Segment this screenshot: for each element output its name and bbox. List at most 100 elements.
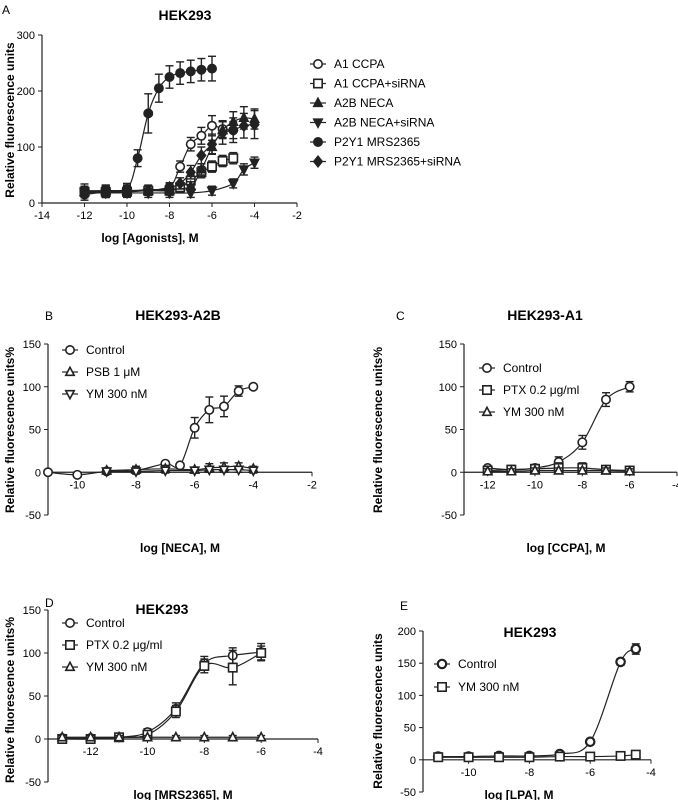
data-point [143,108,154,119]
legend-label: A1 CCPA+siRNA [334,77,425,91]
data-point [121,184,133,198]
legend-label: PTX 0.2 μg/ml [86,638,162,652]
chart-title: HEK293-A1 [507,307,583,323]
series-2 [56,730,267,742]
x-tick-label: -6 [190,479,200,491]
data-point [130,467,142,478]
x-tick-label: -4 [646,767,656,779]
data-point [203,465,215,477]
data-point [433,752,444,763]
y-tick-label: 0 [29,198,35,210]
data-point [164,72,175,83]
panel-label: A [2,3,10,17]
legend-marker [312,155,324,168]
x-tick-label: -8 [525,767,535,779]
series-0 [57,642,267,744]
y-tick-label: 0 [410,755,416,767]
data-point [185,139,196,150]
data-point [198,730,210,742]
data-point [482,464,494,476]
x-tick-label: -4 [248,479,258,491]
legend-marker [65,344,76,355]
data-point [256,647,267,658]
x-tick-label: -8 [199,746,209,758]
x-tick-label: -12 [83,746,99,758]
legend-label: YM 300 nM [503,405,564,419]
data-point [199,660,210,671]
x-tick-label: -2 [292,210,302,222]
legend-label: Control [458,657,497,671]
x-tick-label: -4 [672,479,678,491]
data-point [56,730,68,742]
legend: Control PTX 0.2 μg/ml YM 300 nM [62,616,162,674]
y-tick-label: -50 [441,510,457,522]
legend-label: A2B NECA+siRNA [334,116,434,130]
x-tick-label: -8 [131,479,141,491]
x-tick-label: -4 [250,210,260,222]
data-point [238,119,250,133]
y-tick-label: 100 [398,690,416,702]
data-point [218,465,230,477]
data-point [577,437,588,448]
x-tick-label: -10 [140,746,156,758]
data-point [248,381,259,392]
legend-marker [312,58,323,69]
data-point [159,466,171,477]
data-point [185,66,196,77]
legend-label: A2B NECA [334,96,393,110]
legend: Control PSB 1 μM YM 300 nM [62,343,147,401]
y-tick-label: 200 [398,626,416,638]
data-point [72,469,83,480]
legend: A1 CCPA A1 CCPA+siRNA A2B NECA A2B NECA+siR… [310,57,461,169]
chart-title: HEK293-A2B [135,307,221,323]
y-tick-label: 0 [35,467,41,479]
legend-label: Control [86,616,125,630]
y-tick-label: 100 [439,382,457,394]
legend-marker [312,118,324,129]
x-tick-label: -6 [207,210,217,222]
data-point [249,118,260,132]
data-point [228,123,239,137]
y-tick-label: 50 [29,425,41,437]
data-point [585,751,596,762]
data-point [204,404,215,415]
x-tick-label: -4 [313,746,323,758]
legend-marker [64,660,76,672]
y-axis-label: Relative fluorescence units [3,42,17,198]
data-point [101,467,113,478]
y-axis-label: Relative fluorescence units% [371,347,385,513]
legend-label: PSB 1 μM [86,365,140,379]
data-point [206,186,218,198]
x-tick-label: -10 [119,210,135,222]
legend-label: Control [86,343,125,357]
y-tick-label: -50 [25,777,41,789]
data-point [113,730,125,742]
data-point [217,156,228,167]
chart-title: HEK293 [159,7,212,23]
data-point [153,83,164,94]
legend-marker [65,639,76,650]
series-line [47,386,254,476]
legend-marker [312,78,323,89]
panel-d: D HEK293 -50 0 50 100 150 -12 -10 -8 -6 -4 log [MRS2… [3,596,323,800]
y-tick-label: 200 [17,86,35,98]
data-point [170,730,182,742]
legend-marker [481,405,493,417]
data-point [227,730,239,742]
series-1 [433,749,641,763]
data-point [584,736,596,748]
x-axis-label: log [LPA], M [484,788,553,800]
legend-label: Control [503,361,542,375]
data-point [207,120,218,131]
legend-label: A1 CCPA [334,57,384,71]
y-tick-label: 100 [17,142,35,154]
legend-marker [65,617,76,628]
y-tick-label: 0 [35,734,41,746]
panel-b: B HEK293-A2B -50 0 50 100 150 -10 -8 -6 -4 -2 log [N… [3,307,317,555]
y-tick-label: 150 [398,658,416,670]
y-tick-label: 0 [451,467,457,479]
series-5 [79,109,260,199]
data-point [553,464,565,475]
data-point [174,176,186,190]
x-axis-label: log [Agonists], M [101,231,198,245]
